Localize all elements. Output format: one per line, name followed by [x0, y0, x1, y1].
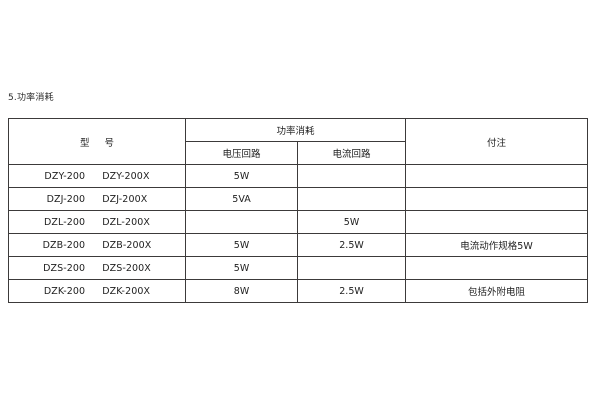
header-voltage-circuit: 电压回路 — [185, 141, 298, 165]
model-code-variant: DZB-200X — [102, 239, 152, 251]
header-row-group: 型 号 功率消耗 付注 — [8, 118, 589, 165]
model-code-primary: DZB-200 — [42, 239, 86, 251]
cell-voltage-circuit: 5W — [185, 256, 298, 280]
header-model-label: 型 号 — [79, 137, 121, 149]
model-code-primary: DZK-200 — [43, 285, 86, 297]
cell-remark: 电流动作规格5W — [405, 233, 589, 257]
cell-current-circuit — [296, 164, 407, 188]
cell-voltage-circuit: 5W — [185, 164, 298, 188]
cell-remark — [405, 256, 589, 280]
table-row: DZS-200 DZS-200X 5W — [8, 256, 589, 280]
power-consumption-table: 型 号 功率消耗 付注 电压回路 电流回路 DZY-200 DZY-200X 5… — [8, 118, 589, 303]
table-header: 型 号 功率消耗 付注 电压回路 电流回路 — [8, 118, 589, 165]
table-row: DZY-200 DZY-200X 5W — [8, 164, 589, 188]
cell-current-circuit: 2.5W — [296, 279, 407, 303]
table-row: DZK-200 DZK-200X 8W 2.5W 包括外附电阻 — [8, 279, 589, 303]
model-code-primary: DZJ-200 — [46, 193, 86, 205]
model-code-variant: DZK-200X — [102, 285, 151, 297]
cell-model: DZB-200 DZB-200X — [8, 233, 186, 257]
header-model: 型 号 — [8, 118, 186, 165]
header-remark: 付注 — [405, 118, 589, 165]
model-code-primary: DZS-200 — [43, 262, 86, 274]
cell-model: DZL-200 DZL-200X — [8, 210, 186, 234]
cell-model: DZJ-200 DZJ-200X — [8, 187, 186, 211]
cell-current-circuit — [296, 256, 407, 280]
cell-remark — [405, 164, 589, 188]
header-power-consumption: 功率消耗 — [184, 118, 407, 142]
cell-model: DZK-200 DZK-200X — [8, 279, 186, 303]
cell-voltage-circuit — [185, 210, 298, 234]
model-code-variant: DZJ-200X — [102, 193, 148, 205]
cell-current-circuit: 5W — [296, 210, 407, 234]
model-code-variant: DZS-200X — [102, 262, 151, 274]
cell-voltage-circuit: 8W — [185, 279, 298, 303]
model-code-variant: DZY-200X — [102, 170, 150, 182]
cell-voltage-circuit: 5W — [185, 233, 298, 257]
model-code-primary: DZY-200 — [44, 170, 86, 182]
cell-model: DZS-200 DZS-200X — [8, 256, 186, 280]
header-row-sub: 电压回路 电流回路 — [9, 141, 588, 165]
header-current-circuit: 电流回路 — [296, 141, 407, 165]
table-body: DZY-200 DZY-200X 5W DZJ-200 DZJ-200X 5VA — [8, 164, 589, 303]
table-row: DZJ-200 DZJ-200X 5VA — [8, 187, 589, 211]
table-row: DZB-200 DZB-200X 5W 2.5W 电流动作规格5W — [8, 233, 589, 257]
cell-current-circuit: 2.5W — [296, 233, 407, 257]
cell-voltage-circuit: 5VA — [185, 187, 298, 211]
cell-remark — [405, 210, 589, 234]
model-code-variant: DZL-200X — [102, 216, 151, 228]
cell-remark: 包括外附电阻 — [405, 279, 589, 303]
model-code-primary: DZL-200 — [43, 216, 86, 228]
table-row: DZL-200 DZL-200X 5W — [8, 210, 589, 234]
cell-model: DZY-200 DZY-200X — [8, 164, 186, 188]
section-title: 5.功率消耗 — [8, 93, 54, 103]
cell-current-circuit — [296, 187, 407, 211]
cell-remark — [405, 187, 589, 211]
